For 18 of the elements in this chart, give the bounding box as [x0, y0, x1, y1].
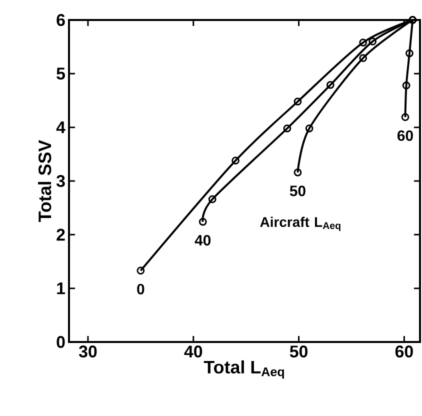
y-tick-label: 2 — [56, 228, 65, 241]
y-axis-title: Total SSV — [38, 140, 52, 222]
y-tick-label: 6 — [56, 14, 65, 26]
x-tick-label: 60 — [395, 346, 413, 358]
annotation: 0 — [137, 284, 144, 294]
y-tick-label: 5 — [56, 68, 66, 80]
x-axis-title: Total L$_{Aeq}$ — [204, 360, 284, 379]
annotation: Aircraft L$_{Aeq}$ — [260, 216, 340, 232]
y-tick-label: 1 — [57, 282, 66, 294]
x-tick-label: 40 — [184, 346, 202, 358]
x-tick-label: 30 — [78, 346, 97, 358]
y-tick-label: 3 — [56, 174, 65, 188]
annotation: 40 — [194, 234, 211, 246]
annotation: 60 — [397, 130, 413, 141]
annotation: 50 — [290, 186, 306, 196]
y-tick-label: 4 — [56, 122, 66, 134]
y-tick-label: 0 — [56, 336, 65, 348]
x-tick-label: 50 — [290, 346, 308, 358]
